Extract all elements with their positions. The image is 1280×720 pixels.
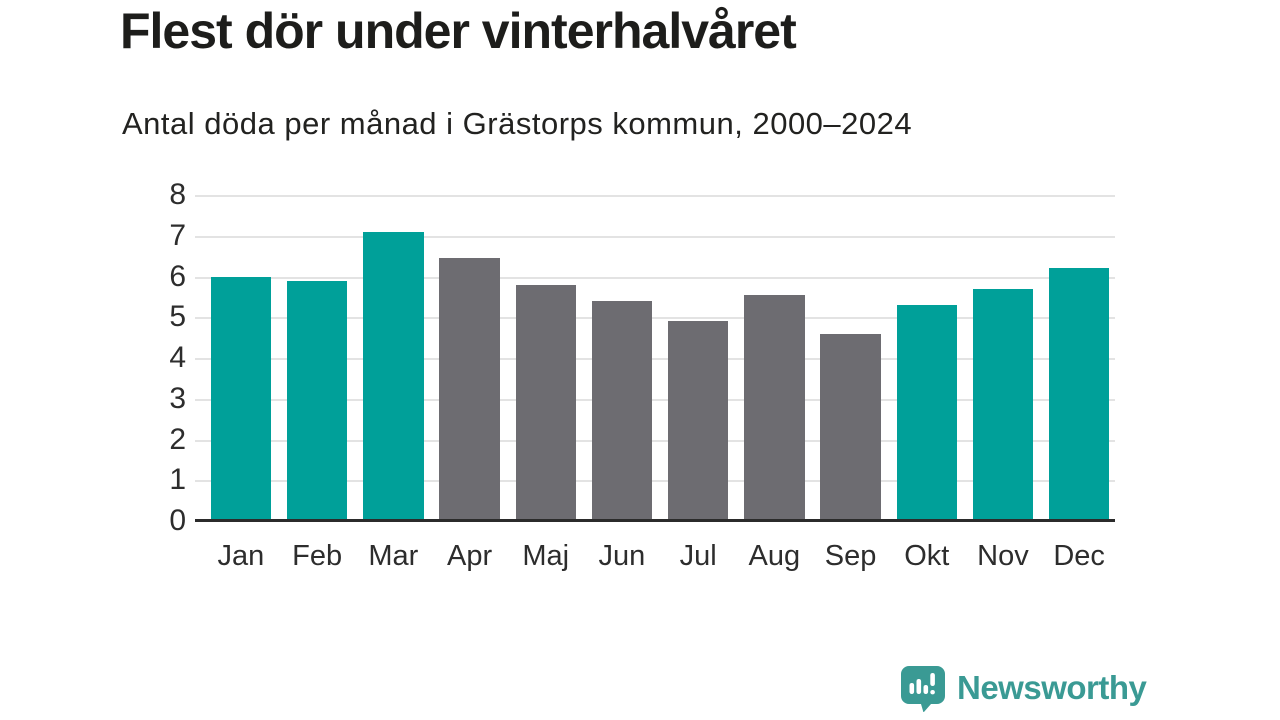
y-tick-label-6: 6 — [169, 259, 186, 293]
bar-dec — [1048, 268, 1110, 521]
y-tick-label-1: 1 — [169, 463, 186, 497]
bar-jun — [591, 300, 653, 521]
gridline-6 — [195, 276, 1115, 279]
plot-area — [195, 195, 1115, 521]
x-tick-label-aug: Aug — [748, 540, 801, 572]
bar-nov — [972, 288, 1034, 521]
newsworthy-wordmark: Newsworthy — [957, 669, 1147, 706]
bar-okt — [896, 305, 957, 521]
gridline-7 — [195, 235, 1115, 238]
bar-aug — [744, 294, 805, 521]
page-title: Flest dör under vinterhalvåret — [120, 3, 797, 59]
y-tick-label-7: 7 — [169, 218, 186, 252]
page-subtitle: Antal döda per månad i Grästorps kommun,… — [122, 106, 913, 141]
x-tick-label-maj: Maj — [522, 540, 570, 572]
bar-feb — [286, 280, 348, 521]
x-tick-label-apr: Apr — [446, 540, 493, 572]
gridline-2 — [195, 439, 1115, 442]
bar-apr — [439, 258, 500, 521]
bar-sep — [820, 333, 881, 521]
y-tick-label-4: 4 — [169, 341, 186, 374]
x-tick-label-sep: Sep — [824, 540, 877, 572]
gridline-3 — [195, 398, 1115, 401]
y-tick-label-5: 5 — [169, 300, 186, 334]
x-tick-label-jun: Jun — [598, 540, 646, 572]
gridline-1 — [195, 480, 1115, 483]
x-tick-label-jan: Jan — [217, 540, 265, 572]
bar-jan — [210, 276, 272, 521]
x-tick-label-mar: Mar — [368, 540, 419, 572]
x-tick-label-okt: Okt — [904, 540, 950, 572]
gridline-4 — [195, 358, 1115, 360]
x-tick-label-dec: Dec — [1053, 540, 1105, 572]
bar-maj — [515, 284, 576, 521]
x-axis-line — [195, 519, 1115, 522]
bar-jul — [667, 321, 729, 521]
gridline-8 — [195, 195, 1115, 197]
speech-bubble-bar-chart-icon — [899, 664, 947, 712]
x-tick-label-feb: Feb — [292, 540, 343, 572]
y-tick-label-2: 2 — [169, 422, 186, 456]
y-tick-label-8: 8 — [169, 178, 186, 211]
y-tick-label-0: 0 — [169, 504, 186, 537]
bar-mar — [363, 231, 424, 521]
y-tick-label-3: 3 — [169, 381, 186, 415]
x-tick-label-jul: Jul — [679, 540, 717, 572]
gridline-5 — [195, 317, 1115, 320]
x-tick-label-nov: Nov — [977, 540, 1029, 572]
newsworthy-logo: Newsworthy — [899, 664, 1147, 712]
